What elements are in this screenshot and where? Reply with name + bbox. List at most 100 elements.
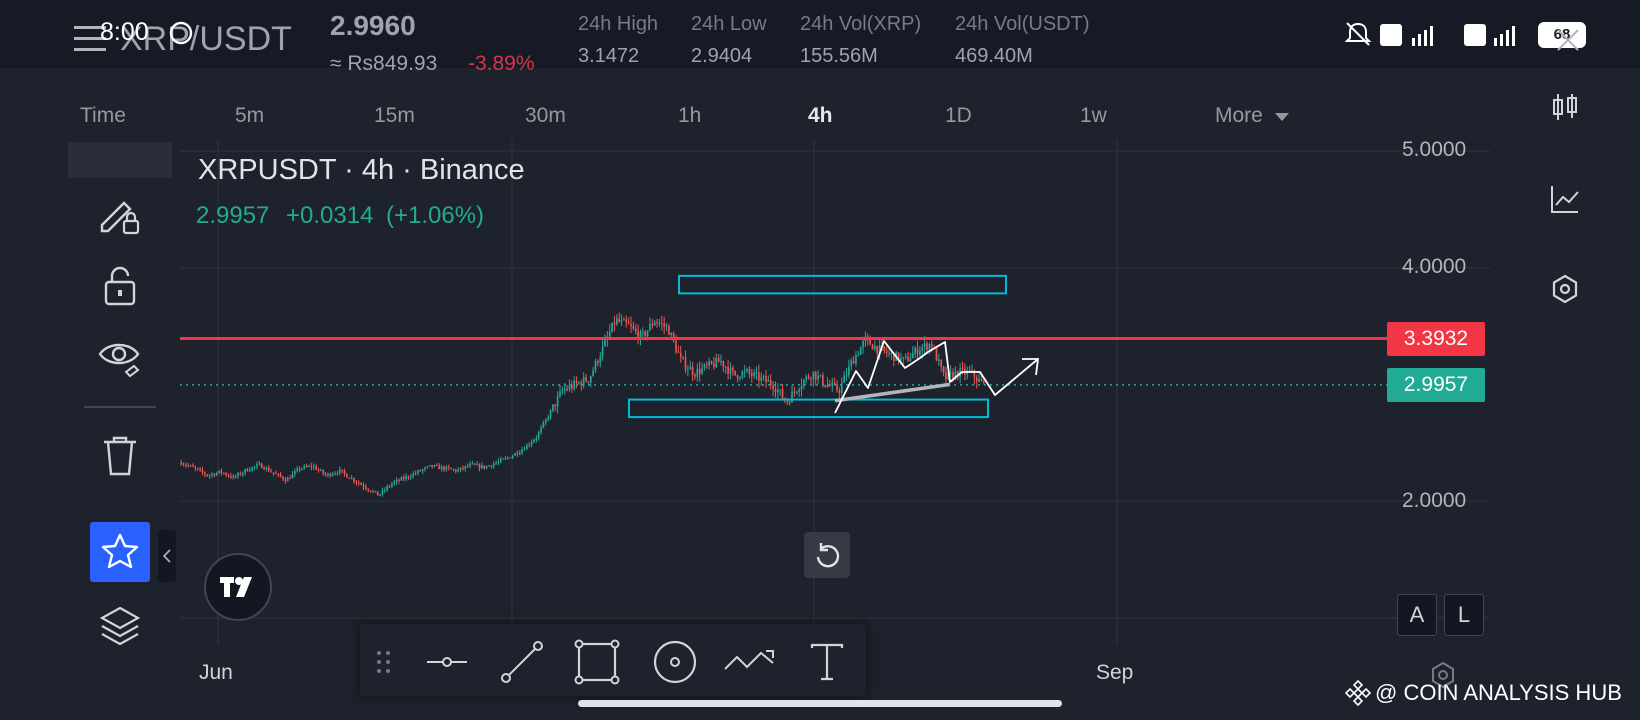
candle-body (639, 331, 642, 340)
candle-body (817, 375, 819, 380)
favorite-button[interactable] (90, 522, 150, 582)
price-change: -3.89% (468, 52, 535, 75)
candle-body (859, 347, 862, 355)
tab-15m[interactable]: 15m (374, 104, 415, 127)
candle-body (180, 462, 183, 465)
price-line-label[interactable]: 3.3932 (1387, 322, 1485, 356)
candle-body (462, 467, 464, 469)
candle-body (187, 465, 190, 467)
tab-5m[interactable]: 5m (235, 104, 265, 127)
menu-icon[interactable] (74, 24, 108, 54)
candle-body (514, 453, 516, 456)
candle-body (196, 468, 199, 470)
candle-body (559, 391, 561, 397)
candle-body (909, 358, 912, 362)
reset-chart-button[interactable] (804, 532, 850, 578)
indicators-button[interactable] (1540, 174, 1590, 224)
settings-button[interactable] (1540, 264, 1590, 314)
draw-lock-button[interactable] (90, 184, 150, 244)
candle-body (923, 343, 926, 348)
chart-legend-title: XRPUSDT · 4h · Binance (198, 154, 525, 186)
candle-body (774, 388, 777, 393)
candle-body (717, 358, 720, 363)
trend-line-tool[interactable] (493, 638, 551, 686)
candle-body (499, 458, 502, 462)
gesture-bar[interactable] (578, 700, 1062, 707)
candle-body (665, 325, 668, 327)
candles-button[interactable] (1540, 82, 1590, 132)
candle-body (973, 370, 976, 378)
chart-settings-icon[interactable] (1428, 660, 1458, 690)
candle-body (568, 385, 571, 390)
caret-down-icon (1274, 113, 1289, 121)
x-tick-label: Jun (199, 661, 233, 684)
candle-body (473, 463, 476, 465)
log-scale-button[interactable]: L (1444, 594, 1484, 636)
tab-1h[interactable]: 1h (678, 104, 702, 127)
candle-body (218, 470, 220, 473)
candle-body (601, 346, 604, 357)
stat-value: 2.9404 (691, 45, 753, 67)
candle-body (329, 473, 332, 476)
lock-button[interactable] (90, 256, 150, 316)
candle-body (279, 474, 282, 477)
candle-body (587, 381, 590, 383)
candle-body (507, 457, 509, 459)
close-icon[interactable] (1555, 27, 1581, 53)
candle-body (869, 338, 871, 345)
candle-body (914, 347, 916, 354)
pencil-lock-icon (100, 201, 140, 235)
candle-body (222, 472, 225, 474)
layers-button[interactable] (90, 596, 150, 656)
candle-body (533, 439, 535, 443)
candle-body (452, 469, 455, 471)
candle-body (682, 356, 684, 359)
candle-body (360, 483, 362, 485)
status-time: 8:00 (100, 18, 149, 46)
tab-1w[interactable]: 1w (1080, 104, 1107, 127)
candle-body (350, 478, 353, 480)
candle-body (750, 373, 753, 376)
auto-scale-button[interactable]: A (1397, 594, 1437, 636)
pair-title[interactable]: XRP/USDT (120, 20, 292, 58)
candle-body (938, 359, 940, 361)
candle-body (582, 377, 585, 386)
candle-body (407, 476, 410, 478)
text-tool[interactable] (798, 638, 856, 686)
candle-body (762, 376, 765, 378)
candle-body (556, 396, 559, 407)
tab-more-label: More (1215, 104, 1263, 127)
tab-more[interactable]: More (1215, 104, 1289, 128)
tab-time[interactable]: Time (80, 104, 126, 127)
circle-tool[interactable] (646, 638, 704, 686)
horizontal-ray-tool[interactable] (418, 638, 476, 686)
candles (180, 312, 985, 497)
candle-body (379, 494, 381, 496)
candle-body (637, 331, 639, 340)
candle-body (267, 467, 270, 472)
visibility-button[interactable] (90, 326, 150, 386)
candle-body (571, 385, 573, 389)
candle-body (376, 491, 379, 496)
delete-button[interactable] (90, 426, 150, 486)
candle-body (526, 444, 528, 450)
candle-body (679, 352, 682, 357)
candle-body (696, 368, 699, 377)
tab-4h[interactable]: 4h (808, 104, 833, 127)
tab-30m[interactable]: 30m (525, 104, 566, 127)
candle-body (213, 474, 216, 476)
tab-1d[interactable]: 1D (945, 104, 972, 127)
candle-body (653, 322, 656, 326)
rectangle-tool[interactable] (568, 638, 626, 686)
candle-body (395, 479, 398, 482)
candle-body (419, 470, 422, 472)
candle-body (241, 472, 244, 475)
candle-body (246, 469, 249, 472)
collapse-toolbar-button[interactable] (158, 530, 176, 582)
path-tool[interactable] (720, 638, 778, 686)
candle-body (244, 469, 246, 473)
stat-label: 24h Vol(XRP) (800, 13, 922, 35)
drag-handle[interactable] (364, 638, 404, 686)
candle-body (324, 473, 327, 476)
